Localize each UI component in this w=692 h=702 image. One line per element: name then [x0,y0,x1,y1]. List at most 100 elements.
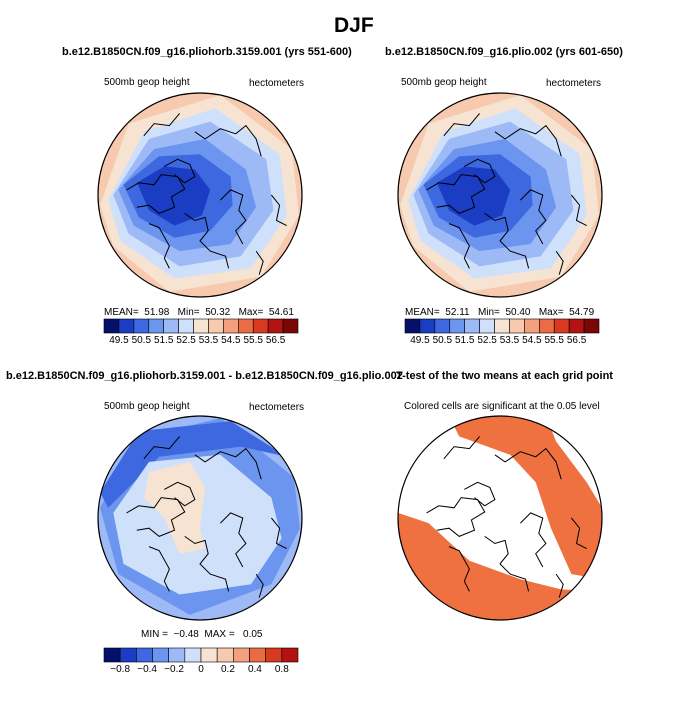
panel2-stats: MEAN= 52.11 Min= 50.40 Max= 54.79 [405,307,594,318]
panel1-field [98,93,302,297]
panel2-coastline [464,158,496,184]
panel3-map-border [97,415,303,621]
colorbar-tick-label: 54.5 [522,335,542,346]
panel4-coastline [443,436,480,460]
panel2-field [398,93,602,297]
panel2-coastline [443,113,480,137]
panel1-max-value: 54.61 [268,307,294,318]
panel1-coastline [220,189,247,245]
panel1-mean-label: MEAN= [104,307,139,318]
panel3-coastline [255,573,264,598]
panel1-stats: MEAN= 51.98 Min= 50.32 Max= 54.61 [104,307,294,318]
colorbar-box [216,647,234,663]
colorbar-box [103,318,120,334]
panel1-title: b.e12.B1850CN.f09_g16.pliohorb.3159.001 … [62,46,352,58]
panel4-coastline [494,447,562,480]
colorbar-tick-label: 53.5 [198,335,219,346]
colorbar-tick-label: 51.5 [454,335,475,346]
colorbar-tick-label: −0.8 [110,664,131,675]
panel3-field [98,416,302,620]
panel2-map-border [397,92,603,298]
panel1-coastline [126,174,186,214]
panel4-field [398,416,602,620]
colorbar-tick-label: 52.5 [176,335,196,346]
colorbar-box [434,318,451,334]
panel4-coastline [555,573,564,598]
colorbar-box [152,647,169,663]
panel3-max-value: 0.05 [243,629,263,640]
colorbar-tick-label: −0.2 [164,664,184,675]
panel1-coastline [148,223,170,269]
panel2-coastline [494,124,562,157]
colorbar-tick-label: 50.5 [131,335,152,346]
colorbar-box [178,318,194,334]
colorbar-tick-label: 50.5 [432,335,453,346]
panel3-coastline [148,546,170,592]
colorbar-tick-label: 52.5 [477,335,497,346]
panel1-colorbar [103,318,299,334]
panel1-map-border [97,92,303,298]
panel3-coastline [220,512,247,568]
colorbar-box [494,318,510,334]
panel1-coastline [184,212,230,269]
panel4-left-label: Colored cells are significant at the 0.0… [404,401,600,412]
panel4-significant-region-south [398,512,602,620]
colorbar-box [148,318,164,334]
colorbar-tick-label: 49.5 [410,335,430,346]
panel4-title: T-test of the two means at each grid poi… [396,370,613,382]
panel2-colorbar [404,318,600,334]
colorbar-box [449,318,465,334]
colorbar-box [267,318,284,334]
panel3-coastline [143,436,180,460]
panel1-min-value: 50.32 [205,307,231,318]
colorbar-box [524,318,540,334]
panel2-mean-value: 52.11 [445,307,470,318]
panel4-coastline [571,517,587,550]
panel1-min-label: Min= [177,307,200,318]
panel2-coastline [571,194,587,227]
panel3-contour-level-2 [100,421,287,508]
colorbar-box [223,318,239,334]
colorbar-box [265,647,283,663]
panel3-min-label: MIN = [141,629,168,640]
colorbar-tick-label: 55.5 [544,335,564,346]
panel2-min-label: Min= [477,307,500,318]
colorbar-box [404,318,421,334]
colorbar-box [168,647,186,663]
colorbar-tick-label: 0.4 [247,664,262,675]
panel3-coastline [164,481,196,507]
panel1-coastline [194,124,262,157]
panel4-coastline [448,546,470,592]
panel3-coastline [271,517,287,550]
colorbar-box [464,318,480,334]
panel3-right-label: hectometers [249,402,305,413]
colorbar-box [133,318,150,334]
panel2-coastline [484,212,530,269]
panel3-max-label: MAX = [204,629,235,640]
colorbar-box [233,647,250,663]
panel4-coastline [484,535,530,592]
panel2-coastline [555,250,564,275]
panel1-mean-value: 51.98 [144,307,170,318]
colorbar-box [238,318,254,334]
panel2-coastline [426,174,486,214]
panel1-coastline [164,158,196,184]
colorbar-tick-label: 56.5 [566,335,587,346]
panel2-coastline [520,189,547,245]
panel2-coastline [448,223,470,269]
panel3-stats: MIN = −0.48 MAX = 0.05 [141,629,263,640]
colorbar-box [479,318,495,334]
panel1-coastline [255,250,264,275]
colorbar-box [118,318,135,334]
colorbar-box [136,647,153,663]
colorbar-tick-label: 55.5 [243,335,263,346]
panel2-left-label: 500mb geop height [401,77,487,88]
colorbar-box [103,647,121,663]
colorbar-tick-label: 53.5 [499,335,520,346]
panel2-title: b.e12.B1850CN.f09_g16.plio.002 (yrs 601-… [385,46,623,58]
panel1-plot [97,92,303,298]
panel2-max-value: 54.79 [569,307,595,318]
colorbar-tick-label: 56.5 [265,335,286,346]
panel4-plot [397,415,603,621]
